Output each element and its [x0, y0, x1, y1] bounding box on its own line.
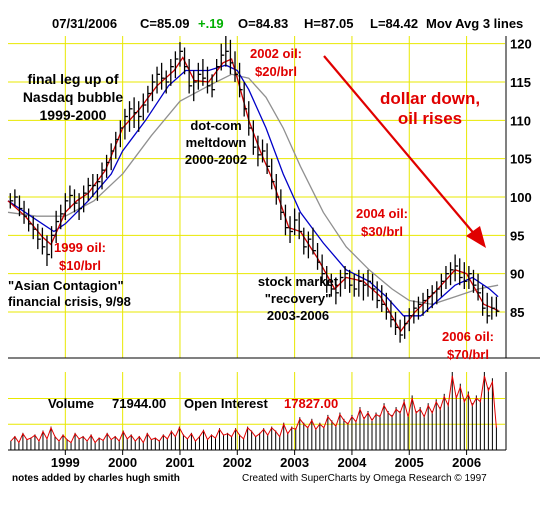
annotation-line: 2003-2006: [267, 308, 329, 323]
x-tick-label: 2002: [223, 455, 252, 470]
x-axis-labels: 1999 2000 2001 2002 2003 2004 2005 2006: [51, 450, 481, 470]
volume-bars: [10, 372, 497, 450]
y-tick-label: 105: [510, 152, 532, 167]
annotation-line: oil rises: [398, 109, 462, 128]
x-tick-label: 2003: [280, 455, 309, 470]
volume-label: Volume: [48, 396, 94, 411]
x-tick-label: 2006: [452, 455, 481, 470]
annotation-dollar: dollar down, oil rises: [380, 89, 480, 128]
trend-arrow-icon: [323, 55, 486, 248]
x-tick-label: 2005: [395, 455, 424, 470]
x-tick-label: 2000: [108, 455, 137, 470]
header-study: Mov Avg 3 lines: [426, 16, 523, 31]
oi-value: 17827.00: [284, 396, 338, 411]
annotation-line: dollar down,: [380, 89, 480, 108]
y-tick-label: 120: [510, 37, 532, 52]
ma-fast-line: [7, 56, 499, 333]
annotation-line: $30/brl: [361, 224, 403, 239]
y-tick-label: 115: [510, 75, 531, 90]
annotation-asian: "Asian Contagion" financial crisis, 9/98: [8, 278, 131, 309]
annotation-line: 2002 oil:: [250, 46, 302, 61]
annotation-line: meltdown: [186, 135, 247, 150]
x-tick-label: 2004: [337, 455, 367, 470]
price-bars: [9, 36, 500, 343]
header-open: O=84.83: [238, 16, 288, 31]
annotation-recovery: stock market "recovery" 2003-2006: [258, 274, 339, 323]
y-tick-label: 95: [510, 228, 524, 243]
y-tick-label: 100: [510, 190, 532, 205]
annotation-bubble: final leg up of Nasdaq bubble 1999-2000: [23, 71, 124, 123]
annotation-line: Nasdaq bubble: [23, 89, 124, 105]
x-tick-label: 1999: [51, 455, 80, 470]
ma-slow-line: [7, 73, 499, 305]
footer-credit-left: notes added by charles hugh smith: [12, 473, 180, 484]
header-high: H=87.05: [304, 16, 354, 31]
oi-label: Open Interest: [184, 396, 268, 411]
header-date: 07/31/2006: [52, 16, 117, 31]
moving-average-lines: [7, 56, 499, 333]
annotation-line: stock market: [258, 274, 339, 289]
footer-credit-right: Created with SuperCharts by Omega Resear…: [242, 473, 487, 484]
y-axis-labels: 85 90 95 100 105 110 115 120: [510, 37, 532, 320]
y-tick-label: 110: [510, 113, 531, 128]
annotation-line: "recovery": [265, 291, 332, 306]
header-low: L=84.42: [370, 16, 418, 31]
annotation-line: 1999-2000: [40, 107, 107, 123]
header-row: 07/31/2006 C=85.09 +.19 O=84.83 H=87.05 …: [52, 16, 523, 31]
annotation-line: 2004 oil:: [356, 206, 408, 221]
header-change: +.19: [198, 16, 224, 31]
annotation-line: 1999 oil:: [54, 240, 106, 255]
y-tick-label: 90: [510, 267, 524, 282]
volume-header: Volume 71944.00 Open Interest 17827.00: [48, 396, 338, 411]
annotation-dotcom: dot-com meltdown 2000-2002: [185, 118, 247, 167]
annotation-line: $70/brl: [447, 347, 489, 362]
annotation-oil-2006: 2006 oil: $70/brl: [442, 329, 494, 362]
annotation-oil-2002: 2002 oil: $20/brl: [250, 46, 302, 79]
annotation-line: 2000-2002: [185, 152, 247, 167]
open-interest-line: [10, 375, 497, 444]
annotation-line: "Asian Contagion": [8, 278, 124, 293]
annotation-oil-2004: 2004 oil: $30/brl: [356, 206, 408, 239]
volume-value: 71944.00: [112, 396, 166, 411]
ma-mid-line: [7, 64, 499, 317]
annotation-line: financial crisis, 9/98: [8, 294, 131, 309]
annotation-line: dot-com: [190, 118, 241, 133]
annotation-line: 2006 oil:: [442, 329, 494, 344]
header-close: C=85.09: [140, 16, 190, 31]
x-tick-label: 2001: [166, 455, 195, 470]
y-tick-label: 85: [510, 305, 524, 320]
annotation-oil-1999: 1999 oil: $10/brl: [54, 240, 106, 273]
annotation-line: final leg up of: [28, 71, 119, 87]
annotation-line: $20/brl: [255, 64, 297, 79]
annotation-line: $10/brl: [59, 258, 101, 273]
